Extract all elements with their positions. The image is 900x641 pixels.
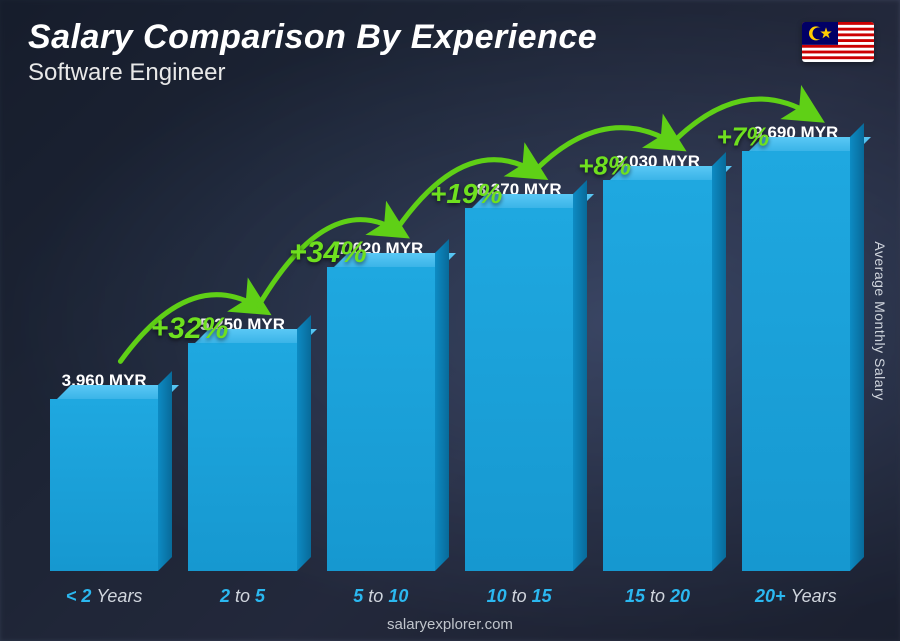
bar-3: 8,370 MYR [465, 180, 573, 571]
salary-bar-chart: 3,960 MYR 5,250 MYR 7,020 MYR 8,370 MYR … [40, 71, 860, 571]
x-label-0: < 2 Years [50, 586, 158, 607]
bar-2: 7,020 MYR [327, 239, 435, 571]
growth-pct-4: +8% [578, 150, 631, 181]
y-axis-label: Average Monthly Salary [872, 241, 888, 400]
growth-pct-3: +19% [430, 178, 502, 210]
x-label-5: 20+ Years [742, 586, 850, 607]
x-label-1: 2 to 5 [188, 586, 296, 607]
growth-pct-2: +34% [289, 236, 367, 270]
x-label-3: 10 to 15 [465, 586, 573, 607]
x-label-4: 15 to 20 [603, 586, 711, 607]
bar-1: 5,250 MYR [188, 315, 296, 571]
growth-pct-5: +7% [717, 122, 770, 153]
footer-source: salaryexplorer.com [0, 616, 900, 633]
bar-5: 9,690 MYR [742, 123, 850, 571]
x-axis-labels: < 2 Years 2 to 5 5 to 10 10 to 15 15 to 20 20… [40, 586, 860, 607]
page-title: Salary Comparison By Experience [28, 18, 597, 57]
malaysia-flag-icon [802, 22, 874, 62]
bar-4: 9,030 MYR [603, 152, 711, 571]
growth-pct-1: +32% [151, 312, 229, 346]
x-label-2: 5 to 10 [327, 586, 435, 607]
bar-0: 3,960 MYR [50, 371, 158, 571]
